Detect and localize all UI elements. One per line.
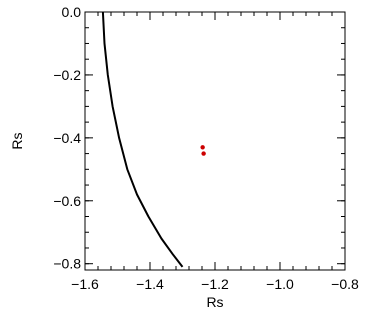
x-tick-label: −1.6 <box>71 276 99 292</box>
x-axis-label: Rs <box>206 294 223 310</box>
series-line <box>101 11 184 268</box>
y-tick-label: 0.0 <box>62 4 82 20</box>
x-tick-label: −0.8 <box>331 276 359 292</box>
x-tick-label: −1.0 <box>266 276 294 292</box>
scatter-point <box>201 151 206 156</box>
y-tick-label: −0.6 <box>53 193 81 209</box>
axis-ticks: −1.6 −1.4 −1.2 −1.0 −0.8 0.0 −0.2 −0.4 −0.6 −0.8 <box>53 4 359 292</box>
scatter-point <box>200 145 205 150</box>
y-tick-label: −0.2 <box>53 67 81 83</box>
y-tick-label: −0.4 <box>53 130 81 146</box>
plot-frame <box>84 11 346 271</box>
y-axis-label: Rs <box>9 132 25 149</box>
x-tick-label: −1.4 <box>136 276 164 292</box>
x-tick-label: −1.2 <box>201 276 229 292</box>
y-tick-label: −0.8 <box>53 256 81 272</box>
series-group <box>101 11 206 268</box>
